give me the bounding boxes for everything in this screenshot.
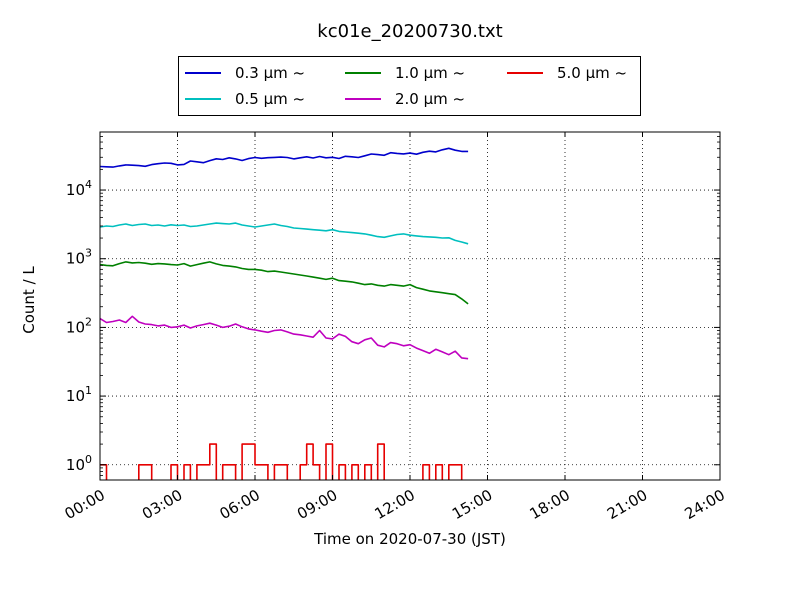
x-tick-label: 03:00 [139,486,185,523]
series-line [100,222,469,245]
x-tick-label: 09:00 [294,486,340,523]
x-tick-label: 21:00 [604,486,650,523]
legend-item: 2.0 μm ~ [345,89,465,109]
x-tick-label: 18:00 [527,486,573,523]
y-tick-label: 100 [66,453,92,474]
x-tick-label: 12:00 [372,486,418,523]
series-line [100,315,469,360]
y-tick-label: 103 [66,247,92,268]
x-tick-label: 15:00 [449,486,495,523]
series-line [100,443,463,480]
legend-swatch [507,72,543,74]
legend-label: 0.3 μm ~ [235,64,306,82]
legend-swatch [345,72,381,74]
legend-item: 1.0 μm ~ [345,63,465,83]
legend-label: 5.0 μm ~ [557,64,628,82]
series-layer [100,147,469,480]
y-tick-label: 101 [66,384,92,405]
legend-label: 2.0 μm ~ [395,90,466,108]
grid-lines [99,132,721,480]
chart-title: kc01e_20200730.txt [317,21,502,42]
series-line [100,261,469,305]
legend-swatch [185,98,221,100]
y-tick-label: 104 [66,178,92,199]
y-tick-label: 102 [66,315,92,336]
legend-item: 0.3 μm ~ [185,63,305,83]
legend-label: 1.0 μm ~ [395,64,466,82]
x-tick-labels: 00:00 03:00 06:00 09:00 12:00 15:00 18:00 21:00… [62,486,728,523]
x-axis-label: Time on 2020-07-30 (JST) [313,530,506,548]
y-tick-labels: 100 101 102 103 104 [66,178,92,474]
chart-legend: 0.3 μm ~ 0.5 μm ~ 1.0 μm ~ 2.0 μm ~ 5.0 … [178,56,641,116]
legend-item: 0.5 μm ~ [185,89,305,109]
series-line [100,147,469,168]
x-tick-label: 06:00 [217,486,263,523]
x-tick-label: 24:00 [682,486,728,523]
legend-label: 0.5 μm ~ [235,90,306,108]
legend-swatch [185,72,221,74]
x-tick-label: 00:00 [62,486,108,523]
plot-frame [99,131,721,481]
plot-area [99,131,721,481]
legend-swatch [345,98,381,100]
legend-item: 5.0 μm ~ [507,63,627,83]
y-axis-label: Count / L [20,266,38,334]
